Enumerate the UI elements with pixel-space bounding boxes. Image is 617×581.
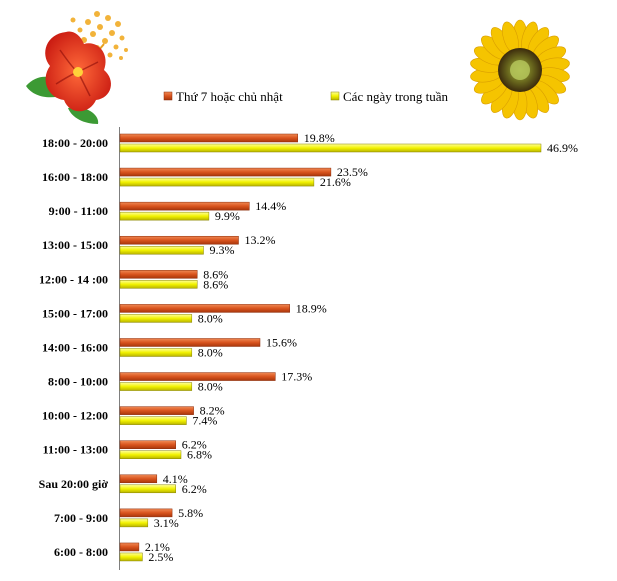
bar-series-0 — [119, 372, 276, 381]
bar-series-0 — [119, 304, 290, 313]
data-label-series-0: 19.8% — [304, 131, 335, 145]
data-label-series-1: 6.8% — [187, 448, 212, 462]
data-label-series-0: 5.8% — [178, 506, 203, 520]
data-label-series-0: 4.1% — [163, 472, 188, 486]
data-label-series-0: 2.1% — [145, 540, 170, 554]
data-label-series-1: 46.9% — [547, 141, 578, 155]
category-label: 10:00 - 12:00 — [42, 409, 108, 423]
bar-series-0 — [119, 542, 140, 552]
category-label: 11:00 - 13:00 — [43, 443, 108, 457]
bar-series-1 — [119, 177, 315, 187]
bar-series-1 — [119, 348, 193, 357]
bar-series-1 — [119, 552, 143, 562]
legend-item-series-1: Các ngày trong tuần — [330, 89, 449, 104]
data-label-series-1: 3.1% — [154, 516, 179, 530]
data-label-series-1: 2.5% — [148, 550, 173, 564]
legend-item-series-0: Thứ 7 hoặc chủ nhật — [163, 89, 283, 104]
bar-series-0 — [119, 235, 239, 245]
data-label-series-0: 6.2% — [182, 438, 207, 452]
data-label-series-1: 9.9% — [215, 209, 240, 223]
bar-series-1 — [119, 245, 204, 255]
bar-series-0 — [119, 440, 176, 449]
category-label: 7:00 - 9:00 — [54, 511, 108, 525]
category-label: 8:00 - 10:00 — [48, 375, 108, 389]
bar-series-1 — [119, 143, 542, 153]
legend-swatch-series-1 — [330, 91, 340, 101]
data-label-series-1: 9.3% — [210, 243, 235, 257]
bar-series-0 — [119, 406, 194, 415]
bar-series-1 — [119, 280, 198, 289]
bar-series-0 — [119, 270, 198, 279]
category-label: Sau 20:00 giờ — [39, 477, 109, 491]
bar-series-1 — [119, 484, 176, 494]
data-label-series-1: 21.6% — [320, 175, 351, 189]
data-label-series-0: 14.4% — [255, 199, 286, 213]
legend-label-series-1: Các ngày trong tuần — [343, 89, 449, 104]
bar-series-1 — [119, 450, 182, 459]
sunflower-image — [470, 19, 570, 121]
data-label-series-0: 8.6% — [203, 267, 228, 281]
data-label-series-1: 8.0% — [198, 311, 223, 325]
bar-series-0 — [119, 508, 173, 518]
category-label: 12:00 - 14 :00 — [39, 272, 108, 286]
data-label-series-1: 6.2% — [182, 482, 207, 496]
bar-series-1 — [119, 211, 210, 221]
hibiscus-flower-image — [26, 11, 128, 124]
legend-swatch-series-0 — [163, 91, 173, 101]
data-label-series-0: 17.3% — [281, 370, 312, 384]
bar-series-1 — [119, 416, 187, 425]
category-label: 15:00 - 17:00 — [42, 306, 108, 320]
category-label: 13:00 - 15:00 — [42, 238, 108, 252]
category-label: 9:00 - 11:00 — [49, 204, 108, 218]
category-label: 16:00 - 18:00 — [42, 170, 108, 184]
data-label-series-0: 8.2% — [200, 404, 225, 418]
data-label-series-0: 18.9% — [296, 301, 327, 315]
data-label-series-1: 8.0% — [198, 345, 223, 359]
data-label-series-1: 7.4% — [192, 414, 217, 428]
category-label: 18:00 - 20:00 — [42, 136, 108, 150]
legend-label-series-0: Thứ 7 hoặc chủ nhật — [176, 89, 283, 104]
data-label-series-0: 23.5% — [337, 165, 368, 179]
data-label-series-0: 15.6% — [266, 335, 297, 349]
data-label-series-1: 8.0% — [198, 380, 223, 394]
bar-series-0 — [119, 167, 332, 177]
category-label: 6:00 - 8:00 — [54, 545, 108, 559]
bar-series-0 — [119, 338, 261, 347]
bar-series-1 — [119, 382, 193, 391]
data-label-series-1: 8.6% — [203, 277, 228, 291]
category-label: 14:00 - 16:00 — [42, 340, 108, 354]
bar-series-1 — [119, 314, 193, 323]
data-label-series-0: 13.2% — [245, 233, 276, 247]
legend: Thứ 7 hoặc chủ nhật Các ngày trong tuần — [163, 89, 449, 104]
bar-series-0 — [119, 201, 250, 211]
bar-series-1 — [119, 518, 149, 528]
plot-area: 18:00 - 20:00 19.8% 46.9% 16:00 - 18:00 23.5… — [39, 131, 578, 564]
bar-series-0 — [119, 133, 298, 143]
bar-series-0 — [119, 474, 158, 484]
